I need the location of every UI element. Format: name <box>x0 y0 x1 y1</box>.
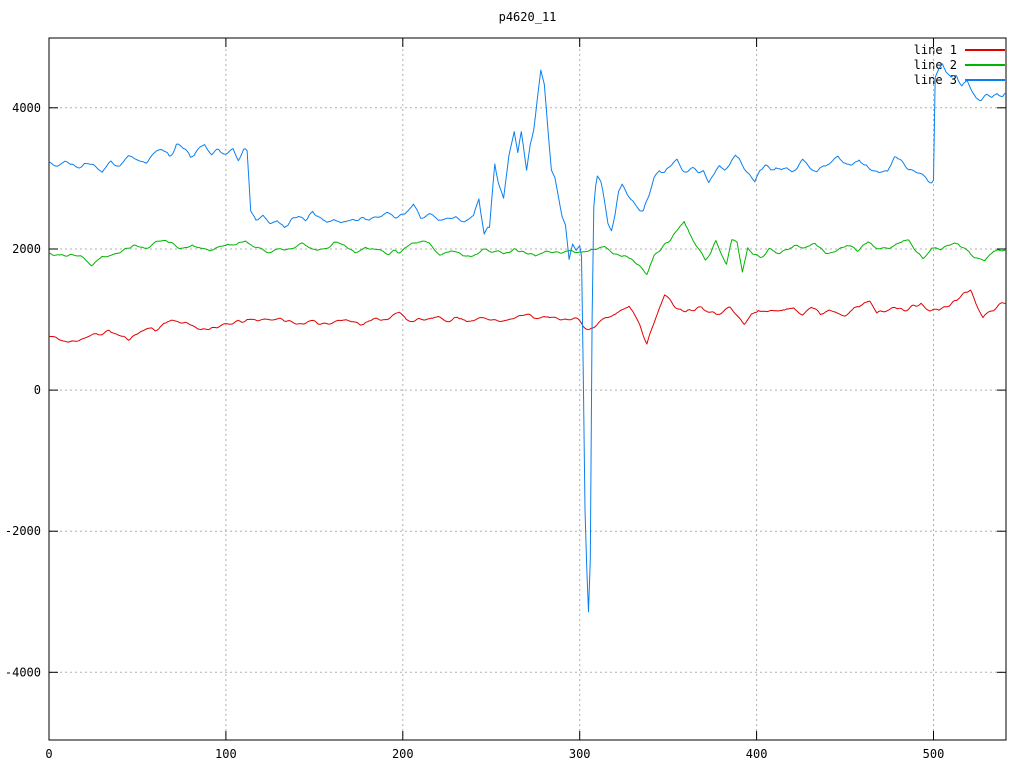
y-tick-label: 2000 <box>12 242 41 256</box>
chart-title: p4620_11 <box>498 10 557 24</box>
y-tick-label: -4000 <box>5 665 41 679</box>
x-tick-label: 200 <box>392 747 414 761</box>
legend-item: line 3 <box>914 72 1005 87</box>
y-tick-label: 0 <box>34 383 41 397</box>
x-tick-label: 100 <box>215 747 237 761</box>
x-tick-label: 300 <box>569 747 591 761</box>
x-tick-label: 0 <box>45 747 52 761</box>
legend-line-sample <box>965 78 1005 81</box>
series-line-3 <box>48 63 1007 613</box>
plot-border <box>48 37 1007 741</box>
y-tick-label: 4000 <box>12 101 41 115</box>
legend-label: line 3 <box>913 72 957 87</box>
series-line-2 <box>48 221 1007 275</box>
legend: line 1 line 2 line 3 <box>914 42 1005 87</box>
legend-item: line 2 <box>914 57 1005 72</box>
legend-label: line 2 <box>913 57 957 72</box>
legend-line-sample <box>965 63 1005 66</box>
x-tick-label: 400 <box>746 747 768 761</box>
legend-line-sample <box>965 48 1005 51</box>
series-line-1 <box>48 289 1007 345</box>
legend-item: line 1 <box>914 42 1005 57</box>
x-tick-label: 500 <box>923 747 945 761</box>
legend-label: line 1 <box>913 42 957 57</box>
y-tick-label: -2000 <box>5 524 41 538</box>
